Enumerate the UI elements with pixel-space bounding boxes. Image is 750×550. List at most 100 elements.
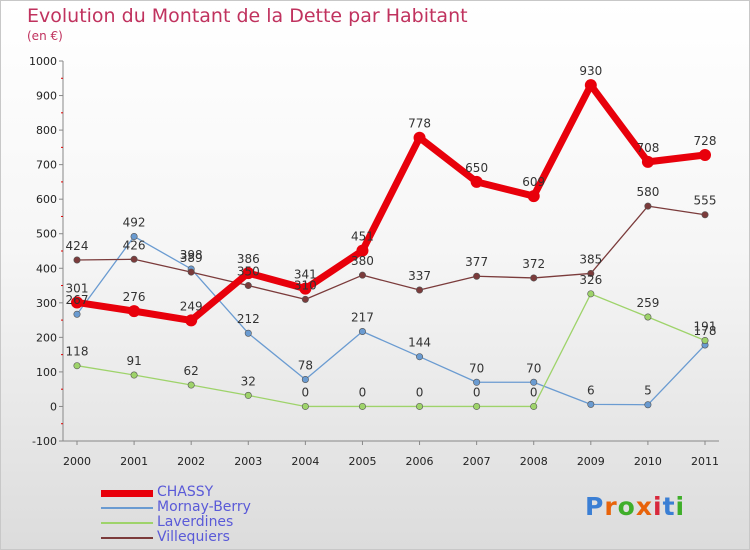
data-label-villequiers: 580 xyxy=(636,185,659,199)
data-label-mornay-berry: 212 xyxy=(237,312,260,326)
logo-letter: t xyxy=(662,492,676,521)
legend-label-mornay-berry: Mornay-Berry xyxy=(157,499,251,515)
x-tick-label: 2002 xyxy=(177,455,205,468)
data-label-mornay-berry: 492 xyxy=(123,215,146,229)
x-tick-label: 2009 xyxy=(577,455,605,468)
data-label-laverdines: 0 xyxy=(359,385,367,399)
data-point-villequiers xyxy=(301,295,309,303)
data-point-chassy xyxy=(185,314,198,327)
proxiti-logo: Proxiti xyxy=(585,492,685,521)
data-label-laverdines: 259 xyxy=(636,296,659,310)
data-label-chassy: 778 xyxy=(408,117,431,131)
data-point-villequiers xyxy=(244,282,252,290)
data-label-laverdines: 326 xyxy=(579,273,602,287)
data-label-chassy: 728 xyxy=(694,134,717,148)
data-point-villequiers xyxy=(530,274,538,282)
data-label-villequiers: 389 xyxy=(180,251,203,265)
data-point-chassy xyxy=(470,175,483,188)
series-line-chassy xyxy=(76,81,706,324)
data-point-mornay-berry xyxy=(358,327,366,335)
data-point-laverdines xyxy=(644,313,652,321)
data-point-laverdines xyxy=(473,402,481,410)
legend-swatch-mornay-berry xyxy=(101,507,153,509)
data-label-laverdines: 91 xyxy=(126,354,141,368)
data-point-mornay-berry xyxy=(130,232,138,240)
logo-letter: r xyxy=(604,492,618,521)
data-point-chassy xyxy=(413,131,426,144)
data-point-chassy xyxy=(356,244,369,257)
chart-title: Evolution du Montant de la Dette par Hab… xyxy=(27,5,468,27)
data-label-laverdines: 191 xyxy=(694,319,717,333)
legend-label-villequiers: Villequiers xyxy=(157,529,230,545)
data-label-mornay-berry: 144 xyxy=(408,336,431,350)
data-point-chassy xyxy=(641,155,654,168)
data-point-villequiers xyxy=(701,211,709,219)
data-label-chassy: 249 xyxy=(180,299,203,313)
y-tick-label: 400 xyxy=(36,262,57,275)
data-point-laverdines xyxy=(73,362,81,370)
data-point-laverdines xyxy=(187,381,195,389)
x-tick-label: 2007 xyxy=(463,455,491,468)
data-label-mornay-berry: 70 xyxy=(469,361,484,375)
data-point-villequiers xyxy=(73,256,81,264)
data-point-chassy xyxy=(527,190,540,203)
data-point-villequiers xyxy=(587,269,595,277)
data-label-villequiers: 424 xyxy=(66,239,89,253)
data-label-mornay-berry: 70 xyxy=(526,361,541,375)
series-line-laverdines xyxy=(76,293,706,408)
data-point-villequiers xyxy=(358,271,366,279)
data-label-mornay-berry: 267 xyxy=(66,293,89,307)
data-point-villequiers xyxy=(644,202,652,210)
x-tick-label: 2000 xyxy=(63,455,91,468)
data-point-chassy xyxy=(699,148,711,161)
data-label-chassy: 609 xyxy=(522,175,545,189)
data-label-mornay-berry: 178 xyxy=(694,324,717,338)
data-label-laverdines: 118 xyxy=(66,345,89,359)
x-tick-label: 2004 xyxy=(291,455,319,468)
data-point-chassy xyxy=(242,267,255,280)
data-label-laverdines: 0 xyxy=(473,385,481,399)
data-label-laverdines: 0 xyxy=(416,385,424,399)
data-label-laverdines: 32 xyxy=(241,374,256,388)
data-point-mornay-berry xyxy=(301,376,309,384)
chart-subtitle: (en €) xyxy=(27,29,63,43)
data-point-mornay-berry xyxy=(530,378,538,386)
y-tick-label: 700 xyxy=(36,159,57,172)
data-label-laverdines: 0 xyxy=(302,385,310,399)
y-tick-label: 1000 xyxy=(29,55,57,68)
data-point-mornay-berry xyxy=(473,378,481,386)
data-label-villequiers: 426 xyxy=(123,238,146,252)
x-tick-label: 2011 xyxy=(691,455,719,468)
y-tick-label: 900 xyxy=(36,90,57,103)
data-label-chassy: 708 xyxy=(636,141,659,155)
data-point-mornay-berry xyxy=(587,400,595,408)
data-point-villequiers xyxy=(187,268,195,276)
x-tick-label: 2008 xyxy=(520,455,548,468)
y-tick-label: 0 xyxy=(50,400,57,413)
data-label-mornay-berry: 217 xyxy=(351,310,374,324)
series-line-villequiers xyxy=(76,205,706,301)
data-label-villequiers: 380 xyxy=(351,254,374,268)
data-point-laverdines xyxy=(587,290,595,298)
data-label-mornay-berry: 6 xyxy=(587,383,595,397)
y-tick-label: 500 xyxy=(36,228,57,241)
series-line-mornay-berry xyxy=(76,235,706,406)
data-label-villequiers: 350 xyxy=(237,265,260,279)
logo-letter: P xyxy=(585,492,605,521)
data-point-villequiers xyxy=(416,286,424,294)
data-point-chassy xyxy=(299,282,312,295)
data-label-chassy: 650 xyxy=(465,161,488,175)
data-label-villequiers: 372 xyxy=(522,257,545,271)
x-tick-label: 2006 xyxy=(406,455,434,468)
legend-swatch-chassy xyxy=(101,490,153,497)
logo-letter: i xyxy=(675,492,686,521)
data-label-mornay-berry: 5 xyxy=(644,384,652,398)
data-point-chassy xyxy=(71,296,83,309)
y-tick-label: 100 xyxy=(36,366,57,379)
legend-swatch-laverdines xyxy=(101,522,153,524)
data-label-villequiers: 337 xyxy=(408,269,431,283)
data-label-villequiers: 377 xyxy=(465,255,488,269)
data-label-villequiers: 555 xyxy=(694,194,717,208)
x-tick-label: 2001 xyxy=(120,455,148,468)
